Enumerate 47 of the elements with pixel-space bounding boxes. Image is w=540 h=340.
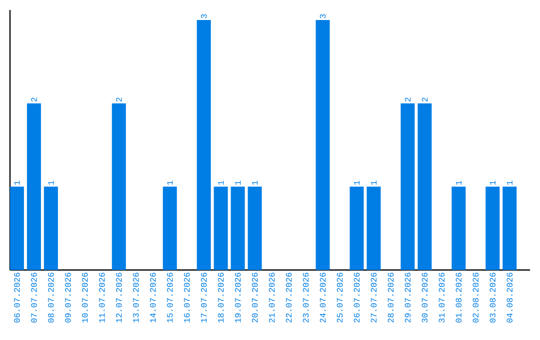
x-tick-label: 27.07.2026 <box>370 272 377 322</box>
x-tick-label: 04.08.2026 <box>506 272 512 322</box>
x-tick-label: 29.07.2026 <box>404 272 411 322</box>
x-tick-label: 14.07.2026 <box>150 272 156 322</box>
data-label: 1 <box>218 180 224 185</box>
x-tick-label: 21.07.2026 <box>268 272 275 322</box>
x-tick-label: 28.07.2026 <box>388 272 394 322</box>
data-label: 3 <box>200 14 207 18</box>
x-tick-label: 02.08.2026 <box>472 272 479 322</box>
x-tick-label: 03.08.2026 <box>490 272 496 322</box>
x-tick-label: 08.07.2026 <box>48 272 54 322</box>
x-tick-label: 23.07.2026 <box>302 272 309 322</box>
data-label: 1 <box>167 180 173 185</box>
x-tick-label: 06.07.2026 <box>14 272 20 322</box>
data-label: 1 <box>354 180 360 185</box>
x-tick-label: 19.07.2026 <box>234 272 241 322</box>
data-label: 1 <box>506 180 512 185</box>
data-label: 1 <box>370 180 377 185</box>
data-label: 1 <box>490 180 496 185</box>
data-label: 1 <box>48 180 54 185</box>
x-tick-label: 26.07.2026 <box>354 272 360 322</box>
x-tick-label: 10.07.2026 <box>82 272 88 322</box>
x-tick-label: 15.07.2026 <box>166 272 173 322</box>
x-tick-label: 25.07.2026 <box>336 272 343 322</box>
x-tick-label: 24.07.2026 <box>320 272 326 322</box>
data-label: 1 <box>14 180 20 185</box>
data-label: 2 <box>422 98 428 102</box>
x-tick-label: 07.07.2026 <box>31 272 37 322</box>
data-label: 2 <box>31 98 37 102</box>
x-tick-label: 01.08.2026 <box>456 272 462 322</box>
x-tick-label: 22.07.2026 <box>286 272 292 322</box>
data-label: 2 <box>116 98 122 102</box>
x-tick-label: 31.07.2026 <box>438 272 445 322</box>
x-tick-label: 17.07.2026 <box>200 272 207 322</box>
data-label: 1 <box>235 180 241 185</box>
data-label: 2 <box>404 98 411 102</box>
x-tick-label: 18.07.2026 <box>218 272 224 322</box>
x-tick-label: 30.07.2026 <box>422 272 428 322</box>
data-label: 1 <box>456 180 462 185</box>
x-tick-label: 16.07.2026 <box>184 272 190 322</box>
data-label: 1 <box>252 180 258 185</box>
x-tick-label: 11.07.2026 <box>99 272 105 322</box>
x-tick-label: 09.07.2026 <box>65 272 71 322</box>
x-tick-label: 20.07.2026 <box>252 272 258 322</box>
data-label: 3 <box>320 14 326 18</box>
x-tick-label: 12.07.2026 <box>116 272 122 322</box>
x-tick-label: 13.07.2026 <box>133 272 139 322</box>
